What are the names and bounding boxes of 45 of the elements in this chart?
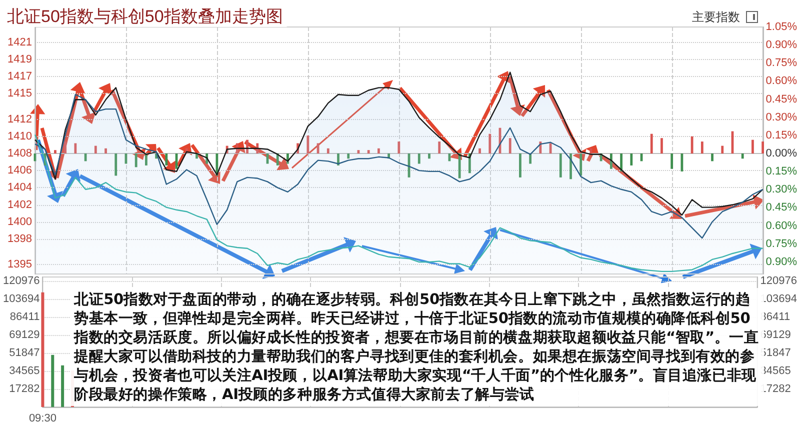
y2-tick-label: 103694 [760, 292, 798, 305]
y-tick-label: 17282 [9, 383, 40, 395]
y2-tick-label: 0.75% [766, 57, 798, 70]
y2-tick-label: 86411 [760, 310, 790, 323]
y-tick-label: 1419 [8, 53, 32, 66]
y-tick-label: 1417 [8, 70, 32, 83]
y-tick-label: 120976 [2, 274, 40, 287]
y2-tick-label: 0.45% [766, 202, 798, 214]
y2-tick-label: 120976 [760, 274, 798, 287]
y2-tick-label: 0.75% [766, 238, 798, 250]
y-tick-label: 51847 [9, 346, 40, 359]
y2-tick-label: 0.45% [766, 93, 798, 106]
chart-title: 北证50指数与科创50指数叠加走势图 [7, 7, 283, 26]
y-tick-label: 34565 [9, 364, 40, 377]
y2-tick-label: 34565 [760, 364, 791, 377]
text: 主要指数 [692, 9, 740, 26]
y-tick-label: 1415 [8, 88, 32, 100]
y-tick-label: 1421 [8, 36, 32, 48]
y-tick-label: 103694 [2, 292, 40, 305]
y-tick-label: 1406 [8, 164, 32, 177]
y-tick-label: 86411 [10, 310, 40, 323]
y2-tick-label: 0.90% [766, 39, 798, 52]
y2-tick-label: 51847 [760, 346, 791, 359]
y2-tick-label: 0.30% [766, 184, 798, 196]
y-tick-label: 1404 [8, 182, 32, 194]
annotation: 北证50指数对于盘面的带动，的确在逐步转弱。科创50指数在其今日上窜下跳之中，虽然指数运行的趋势基本一致，但弹性却是完全两样。昨天已经讲过，十倍于北证50指数的流动市值规模的确降低科创50指数的交易活跃度。所以偏好成长性的投资者，想要在市场目前的横盘期获取超额收益只能“智取”。一直提醒大家可以借助科技的力量帮助我们的客户寻找到更佳的套利机会。如果想在振荡空间寻找到有效的参与机会，投资者也可以关注AI投顾，以AI算法帮助大家实现“千人千面”的个性化服务”。盲目追涨已非现阶段最好的操作策略，AI投顾的多种服务方式值得大家前去了解与尝试 [74, 291, 759, 403]
y-tick-label: 1412 [8, 113, 32, 126]
y2-tick-label: 0.15% [766, 129, 798, 142]
y2-tick-label: 17282 [760, 383, 791, 395]
y2-tick-label: 0.30% [766, 111, 798, 124]
y-tick-label: 1410 [8, 130, 32, 142]
y-tick-label: 1408 [8, 147, 32, 160]
y2-tick-label: 0.90% [766, 256, 798, 268]
y2-tick-label: 0.15% [766, 166, 798, 178]
y-tick-label: 69129 [9, 328, 40, 341]
y-tick-label: 1400 [8, 216, 32, 228]
x-tick-label: 09:30 [28, 412, 56, 424]
y2-tick-label: 0.60% [766, 220, 798, 232]
y-tick-label: 1395 [8, 258, 32, 271]
y2-tick-label: 1.05% [766, 21, 798, 33]
y-tick-label: 1402 [8, 198, 32, 211]
y2-tick-label: 0.60% [766, 75, 798, 88]
y2-tick-label: 69129 [760, 328, 791, 341]
y2-tick-label: 0.00% [766, 148, 798, 160]
y-tick-label: 1398 [8, 232, 32, 245]
